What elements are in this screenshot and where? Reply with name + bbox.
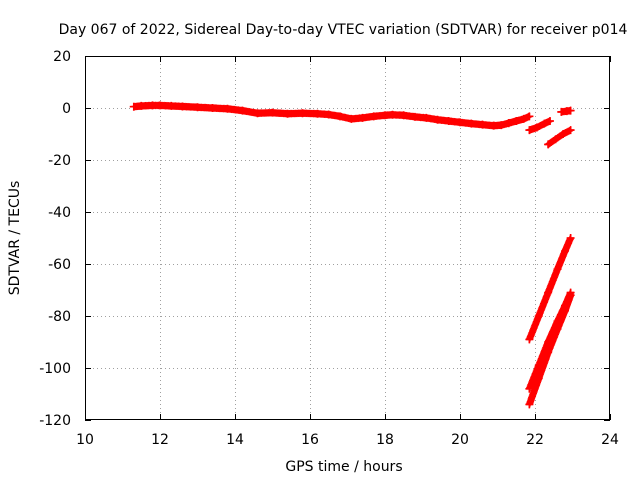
data-point: [497, 121, 506, 130]
x-axis-label: GPS time / hours: [285, 459, 402, 475]
data-point: [525, 335, 534, 344]
y-tick-label: -40: [48, 205, 71, 221]
data-point: [268, 108, 277, 117]
data-point: [456, 118, 464, 127]
x-tick-label: 22: [526, 432, 544, 448]
data-point: [534, 312, 543, 320]
data-point: [336, 112, 344, 121]
y-tick-label: -80: [48, 309, 71, 325]
y-tick-label: -120: [39, 413, 71, 429]
data-point: [489, 121, 498, 130]
data-point: [193, 103, 202, 112]
data-point: [544, 288, 553, 297]
data-point: [167, 101, 176, 110]
data-point: [444, 117, 453, 125]
x-tick-label: 18: [376, 432, 394, 448]
x-tick-label: 16: [301, 432, 319, 448]
data-point: [534, 374, 543, 383]
y-tick-label: 20: [53, 49, 71, 65]
data-point: [433, 115, 442, 124]
data-point: [369, 112, 378, 121]
data-point: [519, 114, 528, 123]
data-point: [551, 135, 560, 144]
x-tick-labels: 10 12 14 16 18 20 22 24: [76, 432, 619, 448]
data-point: [525, 126, 534, 135]
data-point: [544, 140, 553, 149]
data-point: [422, 113, 431, 122]
data-point: [561, 247, 569, 255]
data-point: [544, 348, 553, 357]
series-main-track: [129, 101, 513, 130]
series-tail-segment-2: [525, 117, 554, 135]
data-point: [238, 106, 247, 115]
series-descending-track-A: [525, 234, 575, 344]
x-tick-label: 10: [76, 432, 94, 448]
data-point: [283, 109, 292, 118]
data-point: [525, 112, 534, 121]
data-point: [540, 119, 549, 128]
data-point: [156, 101, 164, 110]
data-point: [532, 123, 541, 132]
data-point: [223, 104, 232, 113]
data-point: [525, 400, 534, 409]
data-point: [347, 114, 356, 123]
data-point: [559, 130, 568, 138]
data-point: [381, 111, 389, 120]
series-tail-segment-1: [504, 112, 534, 128]
data-point: [298, 109, 307, 118]
data-point: [553, 265, 562, 274]
data-point: [313, 109, 322, 118]
data-point: [358, 113, 367, 122]
data-point: [566, 291, 575, 300]
data-point: [504, 119, 513, 128]
data-point: [178, 102, 187, 111]
y-tick-label: -100: [39, 361, 71, 377]
x-tick-label: 20: [451, 432, 469, 448]
series-descending-track-C: [525, 291, 575, 409]
plot-frame: [85, 56, 610, 420]
data-point: [137, 101, 146, 110]
chart-title: Day 067 of 2022, Sidereal Day-to-day VTE…: [59, 22, 628, 38]
x-tick-label: 24: [601, 432, 619, 448]
y-tick-label: -60: [48, 257, 71, 273]
y-tick-label: -20: [48, 153, 71, 169]
x-tick-label: 12: [151, 432, 169, 448]
data-point: [411, 112, 419, 121]
series-layer: [129, 101, 575, 409]
data-point: [208, 104, 217, 112]
data-point: [253, 109, 262, 118]
data-point: [324, 110, 333, 119]
data-point: [546, 117, 554, 125]
data-point: [478, 120, 487, 129]
x-tick-label: 14: [226, 432, 244, 448]
data-point: [512, 117, 521, 125]
data-point: [553, 325, 562, 333]
series-tail-segment-3: [557, 106, 575, 116]
y-tick-labels: -120 -100 -80 -60 -40 -20 0 20: [39, 49, 71, 429]
y-tick-label: 0: [62, 101, 71, 117]
data-point: [388, 110, 397, 119]
data-point: [148, 101, 157, 110]
data-point: [467, 119, 476, 128]
series-tail-segment-4: [544, 126, 575, 149]
data-point: [129, 102, 138, 111]
data-point: [561, 306, 569, 315]
data-point: [566, 234, 575, 242]
data-point: [399, 111, 408, 120]
y-axis-label: SDTVAR / TECUs: [7, 181, 23, 296]
data-point: [566, 126, 575, 135]
data-point: [566, 106, 575, 115]
